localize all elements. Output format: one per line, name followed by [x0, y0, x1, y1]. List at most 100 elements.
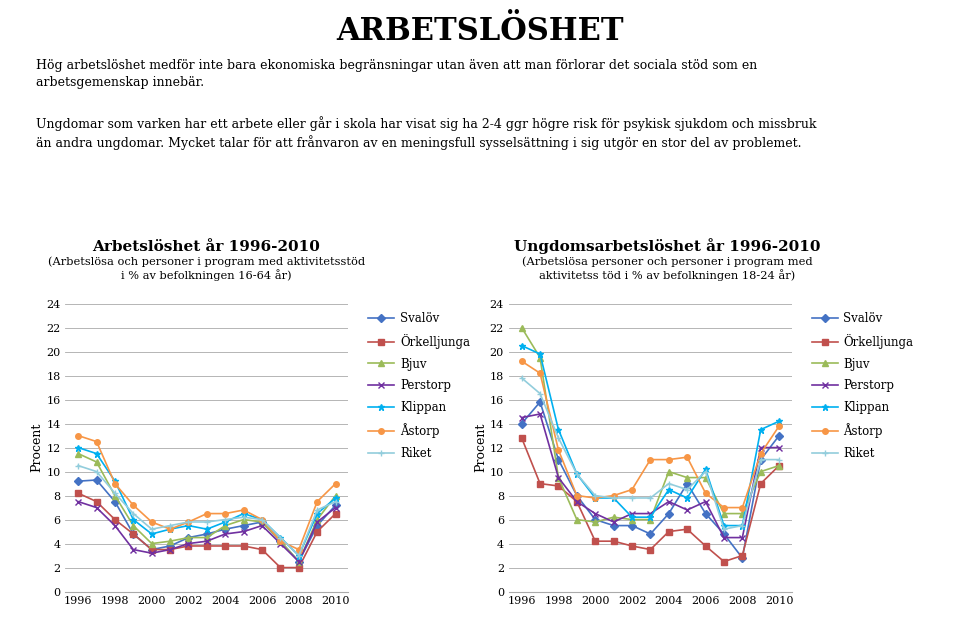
Klippan	[164, 525, 176, 533]
Svalöv	[330, 501, 342, 509]
Text: Hög arbetslöshet medför inte bara ekonomiska begränsningar utan även att man för: Hög arbetslöshet medför inte bara ekonom…	[36, 59, 757, 90]
Riket	[182, 518, 194, 526]
Klippan	[645, 513, 657, 521]
Örkelljunga	[553, 482, 564, 490]
Text: (Arbetslösa personer och personer i program med
aktivitetss töd i % av befolknin: (Arbetslösa personer och personer i prog…	[522, 257, 812, 281]
Örkelljunga	[311, 528, 323, 535]
Örkelljunga	[164, 546, 176, 553]
Svalöv	[516, 420, 527, 428]
Line: Perstorp: Perstorp	[519, 411, 781, 540]
Perstorp	[571, 498, 583, 505]
Örkelljunga	[663, 528, 675, 535]
Örkelljunga	[774, 462, 785, 470]
Örkelljunga	[91, 498, 103, 505]
Åstorp	[535, 369, 546, 377]
Örkelljunga	[736, 552, 748, 560]
Bjuv	[571, 516, 583, 523]
Åstorp	[72, 432, 84, 439]
Bjuv	[311, 516, 323, 523]
Perstorp	[626, 510, 637, 517]
Örkelljunga	[238, 542, 250, 550]
Riket	[755, 456, 766, 463]
Perstorp	[220, 530, 231, 538]
Riket	[146, 525, 157, 533]
Bjuv	[736, 510, 748, 517]
Bjuv	[516, 324, 527, 331]
Svalöv	[589, 516, 601, 523]
Örkelljunga	[589, 537, 601, 545]
Bjuv	[164, 537, 176, 545]
Klippan	[571, 470, 583, 478]
Line: Svalöv: Svalöv	[76, 477, 338, 565]
Bjuv	[626, 516, 637, 523]
Örkelljunga	[571, 498, 583, 505]
Åstorp	[182, 518, 194, 526]
Bjuv	[330, 492, 342, 500]
Bjuv	[238, 516, 250, 523]
Perstorp	[774, 444, 785, 451]
Riket	[91, 468, 103, 475]
Line: Örkelljunga: Örkelljunga	[76, 490, 338, 570]
Örkelljunga	[182, 542, 194, 550]
Y-axis label: Procent: Procent	[474, 423, 487, 472]
Text: ARBETSLÖSHET: ARBETSLÖSHET	[336, 16, 624, 47]
Åstorp	[128, 501, 139, 509]
Åstorp	[164, 525, 176, 533]
Perstorp	[238, 528, 250, 535]
Åstorp	[700, 490, 711, 497]
Text: Arbetslöshet år 1996-2010: Arbetslöshet år 1996-2010	[92, 240, 321, 254]
Perstorp	[736, 534, 748, 541]
Bjuv	[718, 510, 730, 517]
Örkelljunga	[256, 546, 268, 553]
Perstorp	[663, 498, 675, 505]
Svalöv	[311, 522, 323, 530]
Perstorp	[608, 518, 619, 526]
Legend: Svalöv, Örkelljunga, Bjuv, Perstorp, Klippan, Åstorp, Riket: Svalöv, Örkelljunga, Bjuv, Perstorp, Kli…	[366, 309, 472, 462]
Svalöv	[626, 522, 637, 530]
Svalöv	[128, 530, 139, 538]
Line: Klippan: Klippan	[518, 342, 782, 529]
Örkelljunga	[220, 542, 231, 550]
Klippan	[774, 418, 785, 425]
Örkelljunga	[682, 525, 693, 533]
Klippan	[91, 450, 103, 458]
Riket	[128, 510, 139, 517]
Klippan	[626, 513, 637, 521]
Klippan	[146, 530, 157, 538]
Perstorp	[91, 504, 103, 511]
Riket	[663, 480, 675, 487]
Bjuv	[663, 468, 675, 475]
Bjuv	[256, 518, 268, 526]
Åstorp	[220, 510, 231, 517]
Åstorp	[682, 453, 693, 461]
Klippan	[700, 466, 711, 473]
Åstorp	[755, 450, 766, 458]
Åstorp	[256, 516, 268, 523]
Klippan	[109, 478, 121, 485]
Örkelljunga	[645, 546, 657, 553]
Örkelljunga	[626, 542, 637, 550]
Svalöv	[256, 518, 268, 526]
Bjuv	[293, 558, 304, 565]
Örkelljunga	[535, 480, 546, 487]
Svalöv	[682, 480, 693, 487]
Bjuv	[535, 354, 546, 361]
Svalöv	[109, 498, 121, 505]
Perstorp	[164, 546, 176, 553]
Örkelljunga	[516, 434, 527, 442]
Riket	[589, 492, 601, 500]
Åstorp	[718, 504, 730, 511]
Bjuv	[682, 474, 693, 481]
Örkelljunga	[330, 510, 342, 517]
Perstorp	[645, 510, 657, 517]
Bjuv	[201, 534, 212, 541]
Riket	[700, 468, 711, 475]
Klippan	[718, 522, 730, 530]
Klippan	[238, 510, 250, 517]
Åstorp	[774, 423, 785, 430]
Riket	[109, 490, 121, 497]
Åstorp	[293, 546, 304, 553]
Åstorp	[645, 456, 657, 463]
Perstorp	[72, 498, 84, 505]
Klippan	[293, 552, 304, 560]
